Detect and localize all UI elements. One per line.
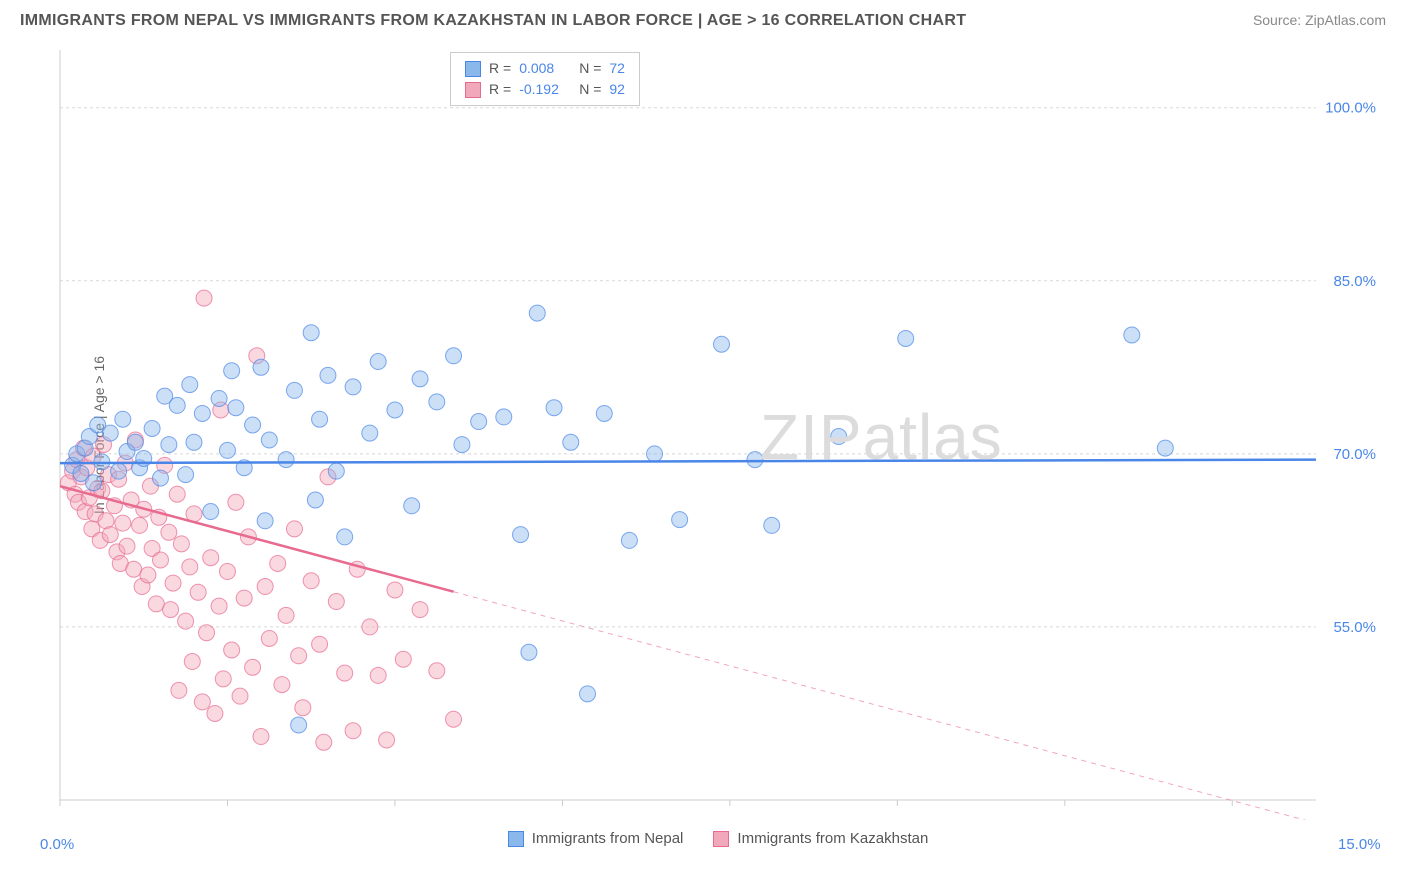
series-1-name: Immigrants from Nepal [532,830,684,847]
swatch-series-2 [465,82,481,98]
swatch-series-1 [508,831,524,847]
r-value-2: -0.192 [519,79,571,100]
legend-correlation: R = 0.008 N = 72 R = -0.192 N = 92 [450,52,640,106]
legend-item-2: Immigrants from Kazakhstan [713,830,928,847]
svg-text:85.0%: 85.0% [1333,273,1376,290]
scatter-plot: 55.0% 70.0% 85.0% 100.0% [50,50,1386,820]
n-value-1: 72 [609,58,625,79]
legend-row-series-1: R = 0.008 N = 72 [465,58,625,79]
svg-text:100.0%: 100.0% [1325,100,1376,117]
x-axis-max-label: 15.0% [1338,836,1381,853]
swatch-series-2 [713,831,729,847]
swatch-series-1 [465,61,481,77]
n-label: N = [579,58,601,79]
n-label: N = [579,79,601,100]
r-value-1: 0.008 [519,58,571,79]
n-value-2: 92 [609,79,625,100]
svg-text:70.0%: 70.0% [1333,446,1376,463]
legend-series: Immigrants from Nepal Immigrants from Ka… [50,830,1386,847]
source-label: Source: ZipAtlas.com [1253,12,1386,28]
legend-item-1: Immigrants from Nepal [508,830,684,847]
svg-text:55.0%: 55.0% [1333,619,1376,636]
chart-title: IMMIGRANTS FROM NEPAL VS IMMIGRANTS FROM… [20,12,966,30]
r-label: R = [489,79,511,100]
x-axis-min-label: 0.0% [40,836,74,853]
r-label: R = [489,58,511,79]
series-2-name: Immigrants from Kazakhstan [737,830,928,847]
legend-row-series-2: R = -0.192 N = 92 [465,79,625,100]
chart-area: In Labor Force | Age > 16 55.0%70.0%85.0… [50,50,1386,820]
